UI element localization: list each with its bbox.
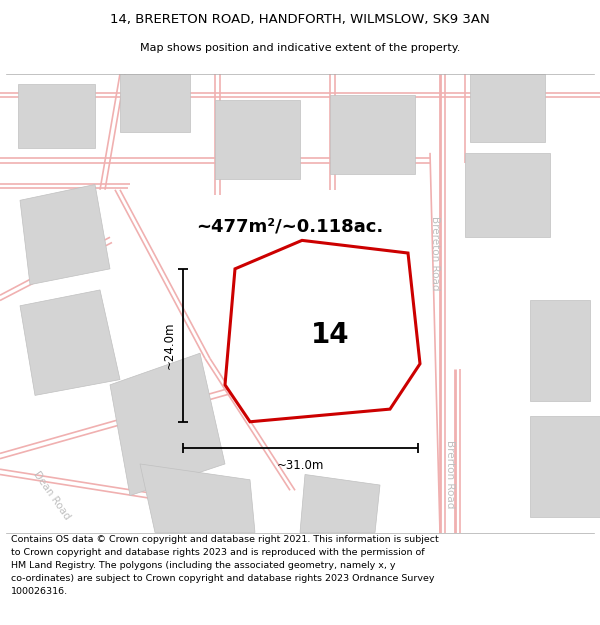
Polygon shape [225,241,420,422]
Text: 14, BRERETON ROAD, HANDFORTH, WILMSLOW, SK9 3AN: 14, BRERETON ROAD, HANDFORTH, WILMSLOW, … [110,13,490,26]
Polygon shape [530,416,600,517]
Polygon shape [330,95,415,174]
Polygon shape [20,290,120,396]
Polygon shape [18,84,95,148]
Polygon shape [465,153,550,238]
Polygon shape [215,100,300,179]
Polygon shape [300,474,380,532]
Text: Map shows position and indicative extent of the property.: Map shows position and indicative extent… [140,42,460,52]
Text: ~31.0m: ~31.0m [277,459,324,471]
Text: Contains OS data © Crown copyright and database right 2021. This information is : Contains OS data © Crown copyright and d… [11,535,439,596]
Polygon shape [20,184,110,284]
Text: ~24.0m: ~24.0m [163,321,176,369]
Polygon shape [530,301,590,401]
Text: Dean Road: Dean Road [32,469,73,522]
Text: Brerton Road: Brerton Road [445,440,455,509]
Text: Brereton Road: Brereton Road [430,216,440,290]
Polygon shape [470,74,545,142]
Polygon shape [110,353,225,496]
Text: ~477m²/~0.118ac.: ~477m²/~0.118ac. [196,217,383,236]
Polygon shape [285,274,360,364]
Polygon shape [140,464,255,532]
Polygon shape [120,74,190,132]
Text: 14: 14 [311,321,349,349]
